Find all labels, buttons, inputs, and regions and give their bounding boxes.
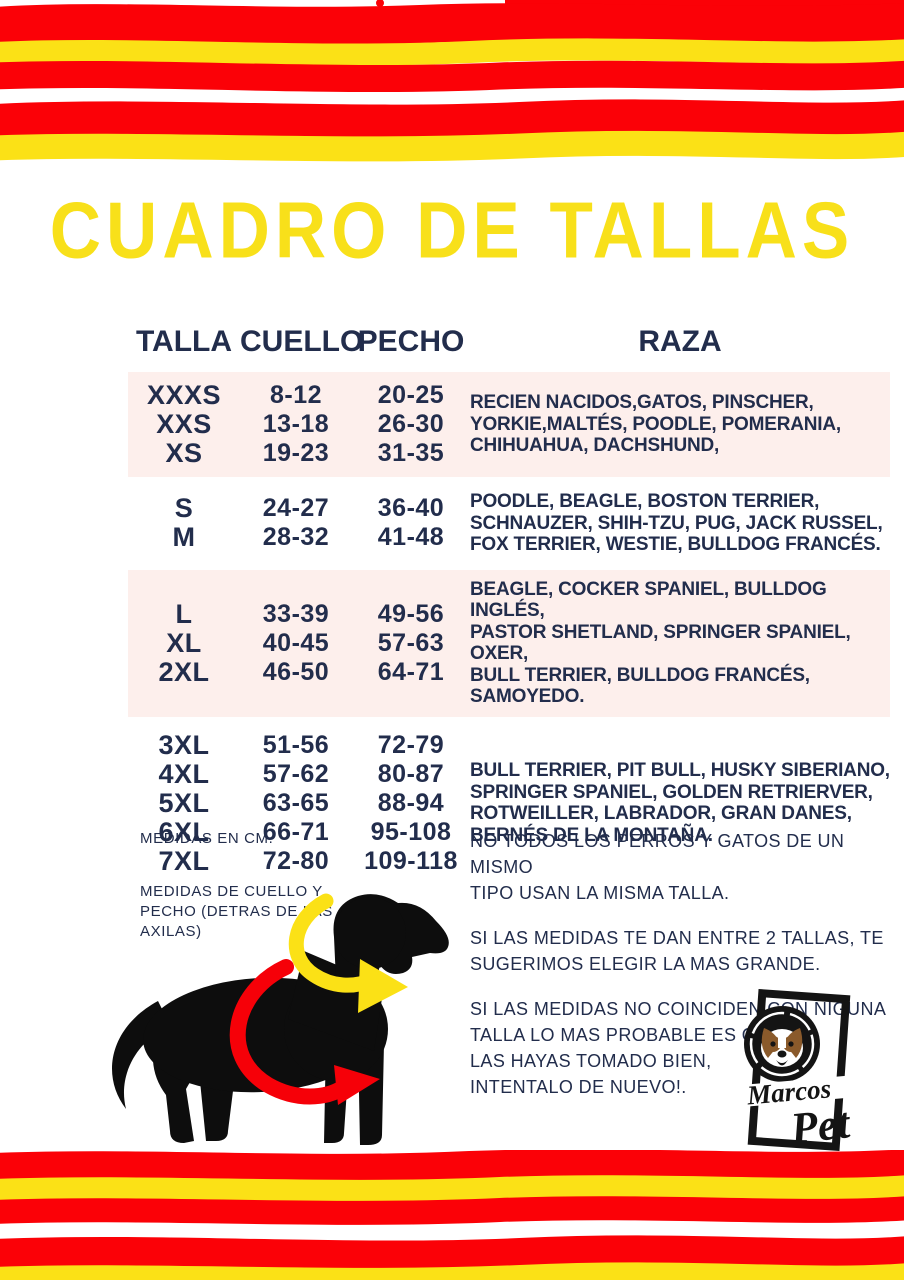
tips-block: NO TODOS LOS PERROS Y GATOS DE UN MISMO … xyxy=(470,828,904,1119)
chest-range: 36-40 xyxy=(377,494,445,523)
neck-range: 72-80 xyxy=(262,846,330,875)
neck-range: 57-62 xyxy=(262,759,330,788)
neck-range: 46-50 xyxy=(262,657,330,686)
dog-silhouette-icon xyxy=(112,893,449,1145)
note-how-to-measure: MEDIDAS DE CUELLO Y PECHO (DETRAS DE LAS… xyxy=(140,883,333,940)
chest-range: 26-30 xyxy=(377,410,445,438)
chest-range: 41-48 xyxy=(377,523,445,552)
size-label: 6XL xyxy=(158,816,210,847)
table-row: XS 19-23 31-35 xyxy=(128,439,470,468)
table-row: M 28-32 41-48 xyxy=(128,523,470,552)
chest-range: 31-35 xyxy=(377,439,445,467)
header-talla: TALLA xyxy=(135,325,233,358)
breed-list: POODLE, BEAGLE, BOSTON TERRIER, SCHNAUZE… xyxy=(470,491,883,555)
chest-range: 64-71 xyxy=(377,657,445,686)
breed-list: RECIEN NACIDOS,GATOS, PINSCHER, YORKIE,M… xyxy=(470,392,841,457)
chest-measure-arrow-icon xyxy=(229,959,380,1105)
size-group-xxxs-xs: XXXS 8-12 20-25 XXS 13-18 26-30 XS 19-23… xyxy=(128,372,890,477)
size-label: XL xyxy=(166,627,202,658)
size-label: XXS xyxy=(156,409,212,439)
header-raza: RAZA xyxy=(638,325,722,358)
neck-range: 28-32 xyxy=(262,523,330,552)
neck-range: 8-12 xyxy=(269,381,323,409)
size-label: XXXS xyxy=(146,380,222,410)
dog-measure-illustration xyxy=(76,893,461,1155)
neck-range: 13-18 xyxy=(262,410,330,438)
chest-range: 95-108 xyxy=(370,817,452,846)
page-title: CUADRO DE TALLAS xyxy=(49,187,855,276)
neck-range: 63-65 xyxy=(262,788,330,817)
size-label: 2XL xyxy=(158,656,210,687)
table-row: 6XL 66-71 95-108 xyxy=(128,816,470,847)
neck-range: 40-45 xyxy=(262,628,330,657)
chest-range: 88-94 xyxy=(377,788,445,817)
table-row: S 24-27 36-40 xyxy=(128,494,470,523)
chest-range: 80-87 xyxy=(377,759,445,788)
size-table: TALLA CUELLO PECHO RAZA XXXS 8-12 20-25 … xyxy=(128,322,890,880)
tip-same-type: NO TODOS LOS PERROS Y GATOS DE UN MISMO … xyxy=(470,831,845,903)
breed-list: BULL TERRIER, PIT BULL, HUSKY SIBERIANO,… xyxy=(470,760,890,846)
neck-range: 51-56 xyxy=(262,730,330,759)
size-group-l-2xl: L 33-39 49-56 XL 40-45 57-63 2XL 46-50 6… xyxy=(128,569,890,717)
table-row: 2XL 46-50 64-71 xyxy=(128,656,470,687)
chest-range: 49-56 xyxy=(377,599,445,628)
table-row: 5XL 63-65 88-94 xyxy=(128,787,470,818)
bottom-stripes-decoration xyxy=(0,1150,904,1280)
neck-measure-arrow-icon xyxy=(288,893,408,1013)
tip-between-sizes: SI LAS MEDIDAS TE DAN ENTRE 2 TALLAS, TE… xyxy=(470,928,884,974)
dog-face-badge-icon xyxy=(744,1006,820,1082)
table-row: 7XL 72-80 109-118 xyxy=(128,845,470,876)
brand-logo: Marcos Pet xyxy=(733,988,883,1164)
chest-range: 20-25 xyxy=(377,381,445,409)
breed-list: BEAGLE, COCKER SPANIEL, BULLDOG INGLÉS, … xyxy=(470,578,851,708)
chest-range: 72-79 xyxy=(377,730,445,759)
size-label: 5XL xyxy=(158,787,210,818)
table-row: 4XL 57-62 80-87 xyxy=(128,758,470,789)
neck-range: 33-39 xyxy=(262,599,330,628)
size-label: XS xyxy=(165,438,203,468)
size-label: 7XL xyxy=(158,845,210,876)
size-group-s-m: S 24-27 36-40 M 28-32 41-48 POODLE, BEAG… xyxy=(128,487,890,560)
logo-text-marcos: Marcos xyxy=(745,1073,832,1110)
header-pecho: PECHO xyxy=(357,325,465,358)
top-stripes-decoration xyxy=(0,0,904,162)
chest-range: 57-63 xyxy=(377,628,445,657)
size-label: 3XL xyxy=(158,729,210,760)
size-label: M xyxy=(172,522,196,553)
size-label: 4XL xyxy=(158,758,210,789)
table-row: 3XL 51-56 72-79 xyxy=(128,729,470,760)
note-units: MEDIDAS EN CM. xyxy=(140,830,274,847)
neck-range: 19-23 xyxy=(262,439,330,467)
table-row: XL 40-45 57-63 xyxy=(128,627,470,658)
size-label: S xyxy=(174,493,194,524)
table-row: XXS 13-18 26-30 xyxy=(128,410,470,439)
table-header-row: TALLA CUELLO PECHO RAZA xyxy=(128,322,890,362)
neck-range: 24-27 xyxy=(262,494,330,523)
neck-range: 66-71 xyxy=(262,817,330,846)
size-label: L xyxy=(175,598,193,629)
table-row: L 33-39 49-56 xyxy=(128,598,470,629)
header-cuello: CUELLO xyxy=(240,325,364,358)
logo-text-pet: Pet xyxy=(787,1098,853,1153)
table-row: XXXS 8-12 20-25 xyxy=(128,381,470,410)
size-group-3xl-7xl: 3XL 51-56 72-79 4XL 57-62 80-87 5XL 63-6… xyxy=(128,727,890,880)
chest-range: 109-118 xyxy=(364,846,458,875)
